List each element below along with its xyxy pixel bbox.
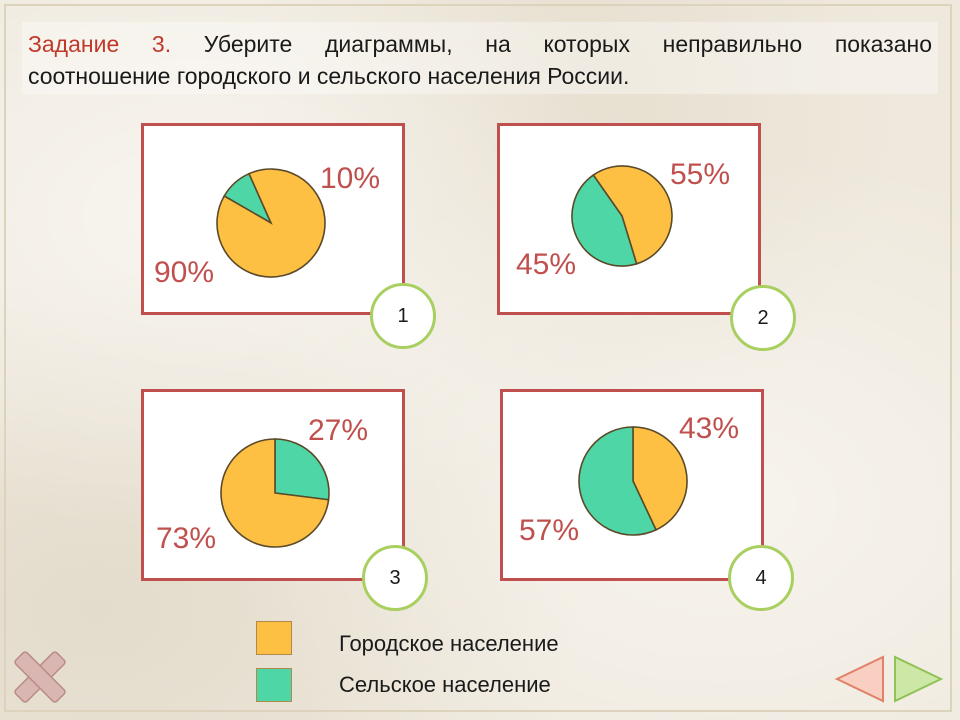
- rural-percent-label: 57%: [519, 514, 580, 547]
- pie-chart-3: [220, 438, 330, 548]
- arrow-left-icon[interactable]: [834, 654, 886, 704]
- task-label: Задание 3.: [28, 31, 172, 57]
- close-icon[interactable]: [10, 646, 70, 708]
- rural-percent-label: 27%: [308, 414, 369, 447]
- urban-slice: [220, 438, 330, 548]
- task-text-line1: Уберите диаграммы, на которых неправильн…: [203, 31, 932, 57]
- chart-number-4[interactable]: 4: [728, 545, 794, 611]
- chart-number-1[interactable]: 1: [370, 283, 436, 349]
- rural-slice: [274, 438, 330, 501]
- urban-percent-label: 90%: [154, 256, 215, 289]
- urban-slice: [592, 165, 673, 265]
- chart-panel-1[interactable]: 10% 90%: [141, 123, 405, 315]
- chart-panel-4[interactable]: 43% 57%: [500, 389, 764, 581]
- chart-number-2[interactable]: 2: [730, 285, 796, 351]
- legend-swatch-rural: [256, 668, 292, 702]
- task-text-line2: соотношение городского и сельского насел…: [28, 63, 630, 89]
- chart-number-3[interactable]: 3: [362, 545, 428, 611]
- rural-percent-label: 45%: [516, 248, 577, 281]
- rural-slice: [571, 173, 638, 267]
- urban-slice: [216, 168, 326, 278]
- legend-label-rural: Сельское население: [339, 672, 551, 697]
- chart-panel-3[interactable]: 27% 73%: [141, 389, 405, 581]
- task-title: Задание 3. Уберите диаграммы, на которых…: [28, 28, 932, 92]
- slide-frame: [4, 4, 952, 712]
- chart-panel-2[interactable]: 55% 45%: [497, 123, 761, 315]
- urban-slice: [632, 426, 688, 531]
- pie-chart-2: [571, 165, 673, 267]
- pie-chart-4: [578, 426, 688, 536]
- rural-percent-label: 10%: [320, 162, 381, 195]
- urban-percent-label: 73%: [156, 522, 217, 555]
- rural-slice: [578, 426, 658, 536]
- arrow-right-icon[interactable]: [892, 654, 944, 704]
- title-background: [22, 22, 938, 94]
- urban-percent-label: 43%: [679, 412, 740, 445]
- pie-chart-1: [216, 168, 326, 278]
- urban-percent-label: 55%: [670, 158, 731, 191]
- legend-swatch-urban: [256, 621, 292, 655]
- legend-label-urban: Городское население: [339, 631, 559, 656]
